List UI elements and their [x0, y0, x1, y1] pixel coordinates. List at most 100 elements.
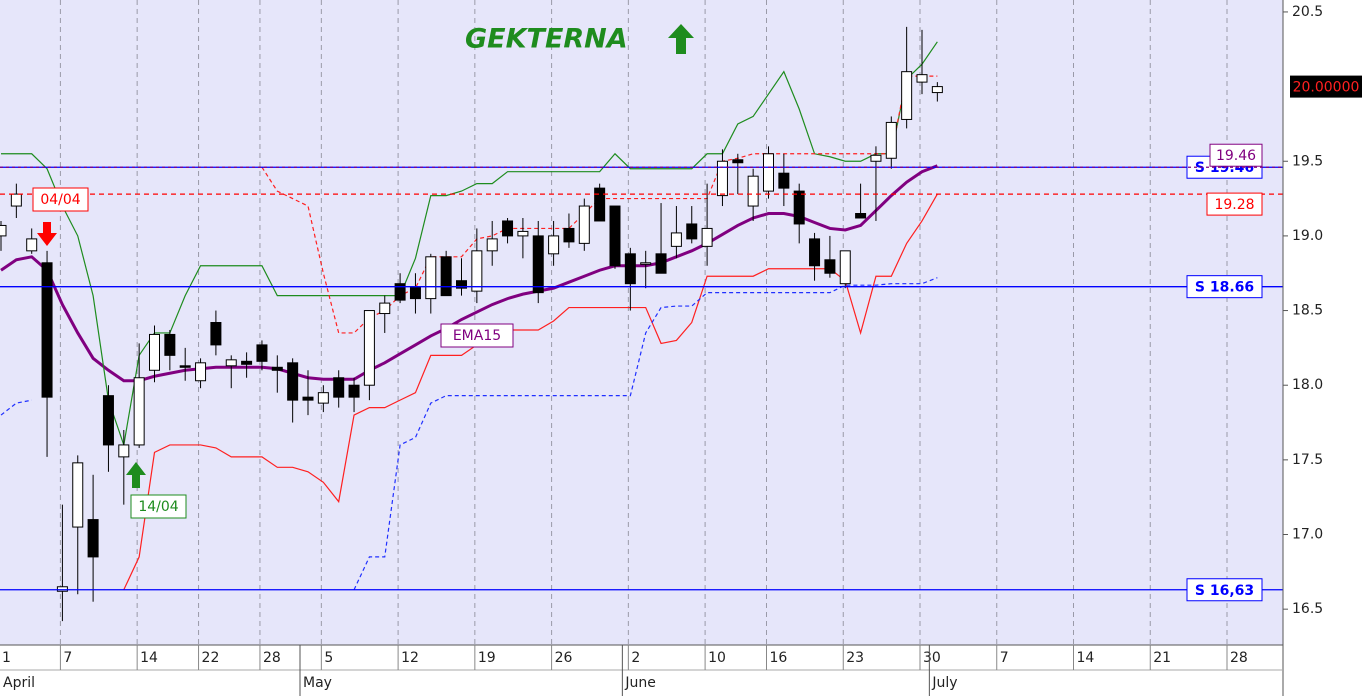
candle-body	[348, 384, 360, 398]
x-tick-label: 14	[1077, 650, 1095, 666]
candle-body	[517, 230, 529, 237]
signal-box	[130, 494, 187, 519]
x-tick-label: 28	[1230, 650, 1248, 666]
candle-body	[56, 586, 68, 592]
x-tick-label: 1	[2, 650, 11, 666]
candle-body	[425, 256, 437, 300]
x-tick-label: 26	[555, 650, 573, 666]
candle-body	[824, 259, 836, 274]
signal-box	[32, 187, 89, 212]
level-label-box	[1206, 192, 1263, 216]
y-axis-area	[1283, 0, 1364, 696]
candle-body	[609, 205, 621, 267]
candle-body	[624, 253, 636, 285]
x-tick-label: 16	[770, 650, 788, 666]
ema-line	[0, 164, 938, 383]
candle-body	[363, 310, 375, 386]
candle-body	[440, 256, 452, 297]
candle-body	[456, 280, 467, 289]
candle-body	[317, 392, 329, 404]
candle-body	[271, 366, 283, 371]
candle-body	[594, 187, 606, 222]
candle-body	[732, 159, 744, 164]
candle-body	[532, 235, 544, 294]
candle-body	[379, 302, 391, 315]
candle-body	[640, 262, 652, 265]
candle-body	[333, 377, 345, 398]
chart-title: GEKTERNA	[465, 24, 628, 55]
x-tick-label: 21	[1153, 650, 1171, 666]
ema-label: EMA15	[453, 328, 501, 344]
candle-body	[87, 519, 99, 558]
level-label: S 16,63	[1195, 583, 1254, 599]
candle-body	[747, 175, 759, 207]
buy-arrow	[126, 462, 146, 488]
x-tick-label: 23	[846, 650, 864, 666]
candle-body	[885, 121, 897, 159]
y-tick-label: 17.5	[1292, 452, 1323, 468]
x-tick-label: 22	[202, 650, 220, 666]
level-label: 19.28	[1214, 197, 1254, 213]
candle-body	[655, 253, 667, 274]
candle-body	[41, 262, 53, 398]
x-tick-label: 7	[63, 650, 72, 666]
x-tick-label: 14	[140, 650, 158, 666]
y-tick-label: 19.0	[1292, 228, 1323, 244]
candle-body	[241, 360, 253, 365]
candle-body	[701, 227, 713, 247]
x-tick-label: 2	[631, 650, 640, 666]
x-tick-label: 30	[923, 650, 941, 666]
candle-body	[901, 71, 913, 120]
y-tick-label: 19.5	[1292, 153, 1323, 169]
x-tick-label: 19	[478, 650, 496, 666]
candle-body	[26, 238, 38, 252]
candle-body	[149, 333, 160, 371]
y-tick-label: 18.0	[1292, 377, 1323, 393]
title-arrow	[668, 24, 694, 54]
candle-body	[793, 190, 805, 225]
candle-body	[670, 232, 682, 247]
candle-body	[409, 286, 421, 300]
candle-body	[839, 250, 851, 285]
candle-body	[287, 362, 299, 401]
candle-body	[870, 154, 882, 162]
candle-body	[133, 377, 145, 446]
candle-body	[486, 238, 498, 252]
sell-arrow	[37, 222, 57, 246]
x-tick-label: 10	[708, 650, 726, 666]
month-label: July	[931, 675, 957, 691]
band-line	[123, 193, 938, 591]
candles	[0, 26, 943, 622]
candle-body	[164, 333, 176, 356]
last-price-tag	[1290, 75, 1362, 98]
candle-body	[210, 322, 222, 346]
candle-body	[916, 74, 928, 83]
candle-body	[716, 160, 728, 197]
candle-body	[256, 344, 268, 362]
band-line	[0, 399, 32, 416]
signal-label: 14/04	[138, 499, 178, 515]
month-label: May	[303, 675, 332, 691]
candle-body	[0, 224, 7, 237]
x-tick-label: 28	[263, 650, 281, 666]
month-label: June	[624, 675, 656, 691]
level-label-box	[1186, 578, 1263, 602]
plot-area	[0, 0, 1283, 645]
y-tick-label: 16.5	[1292, 601, 1323, 617]
candle-body	[563, 227, 575, 243]
candle-body	[394, 283, 406, 301]
level-label-box	[1186, 275, 1263, 299]
candle-body	[548, 235, 560, 255]
last-price-label: 20.00000	[1293, 80, 1360, 96]
candle-body	[778, 172, 790, 189]
level-label: S 18.66	[1195, 280, 1254, 296]
candle-body	[471, 250, 483, 292]
candle-body	[102, 395, 114, 446]
candle-body	[855, 213, 867, 219]
x-tick-label: 7	[1000, 650, 1009, 666]
level-label-box	[1209, 143, 1263, 167]
candle-body	[118, 444, 130, 458]
band-line	[353, 277, 938, 591]
